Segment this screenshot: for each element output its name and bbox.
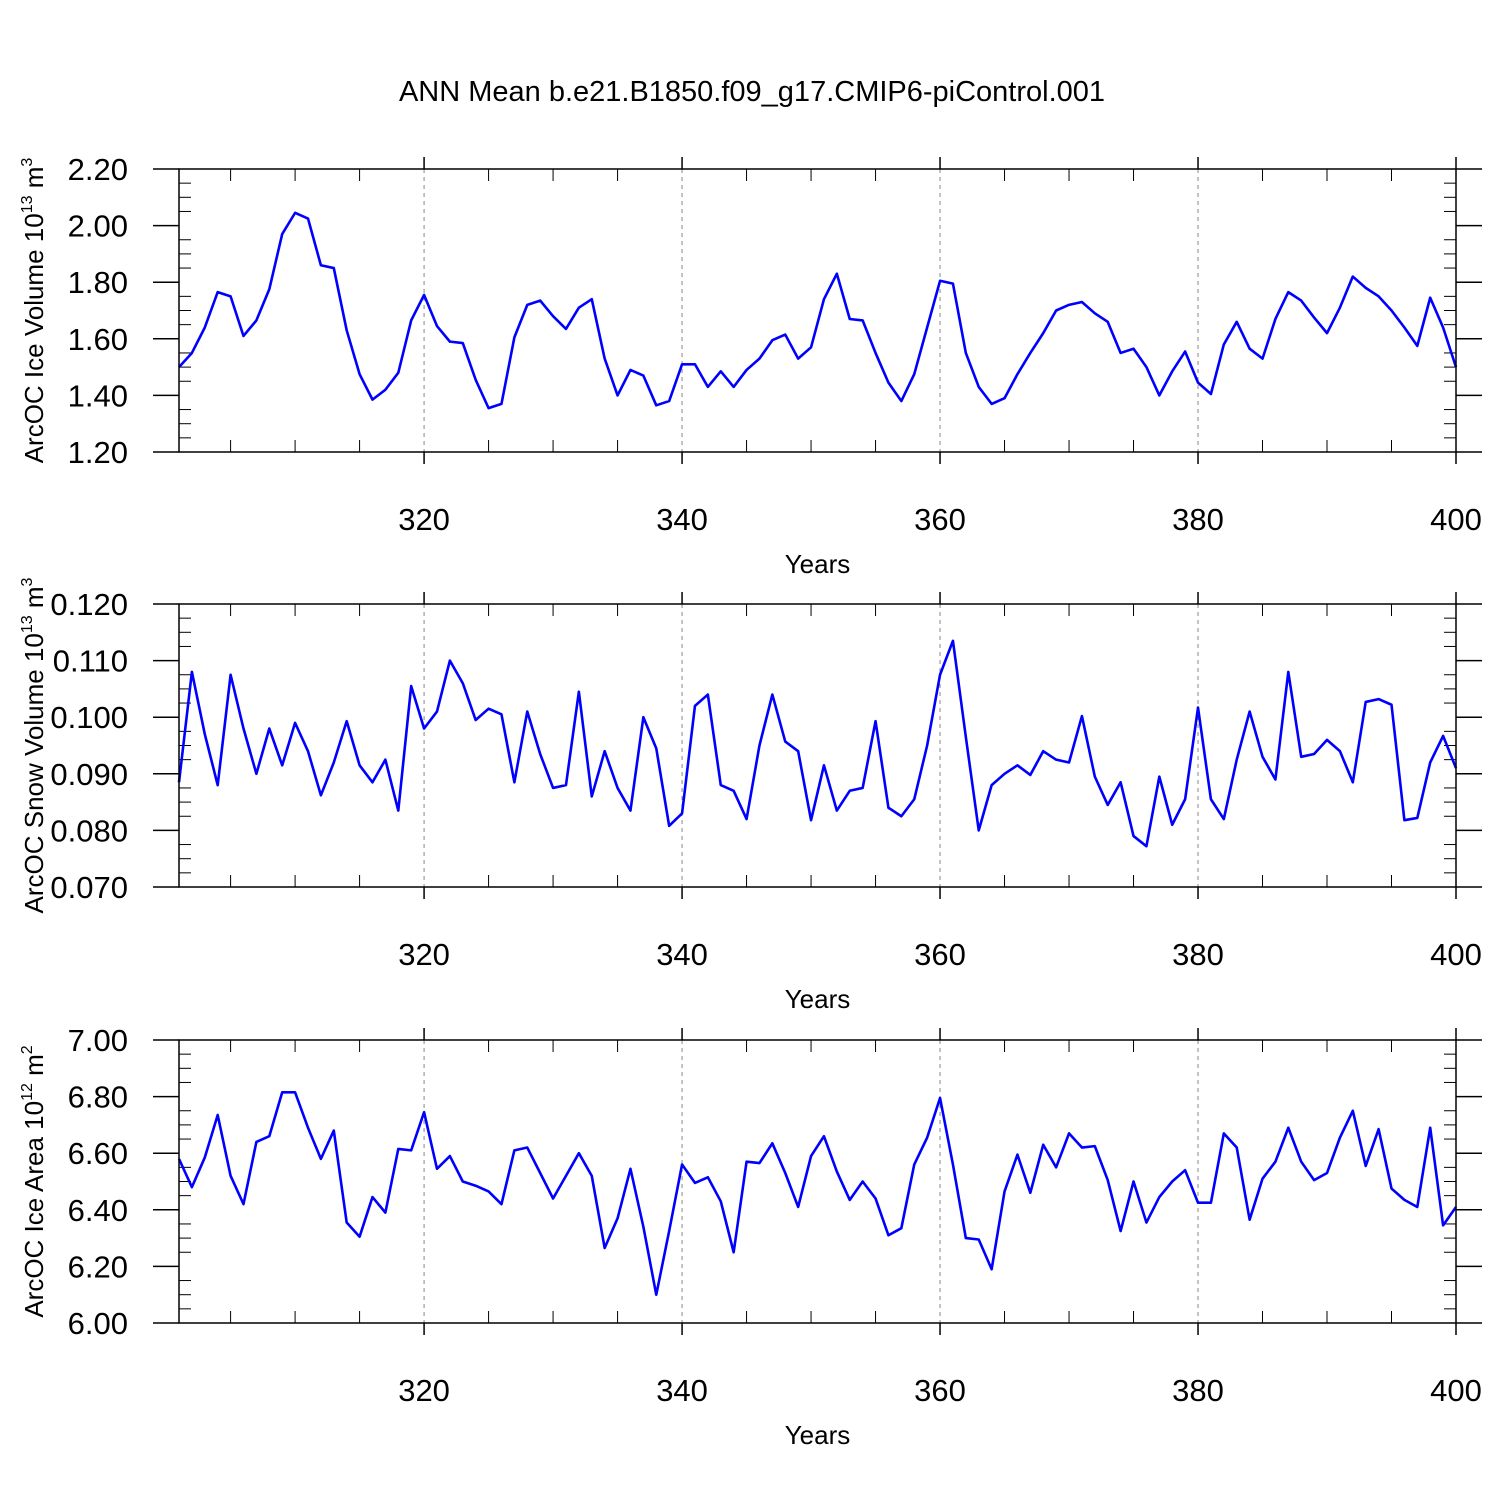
data-line xyxy=(177,639,1458,848)
x-tick-label: 400 xyxy=(1430,937,1482,972)
x-axis-label: Years xyxy=(785,1420,851,1450)
y-tick-label: 1.60 xyxy=(68,322,128,357)
y-axis-label: ArcOC Ice Volume 1013 m3 xyxy=(19,158,49,464)
figure-title: ANN Mean b.e21.B1850.f09_g17.CMIP6-piCon… xyxy=(399,76,1105,108)
y-tick-label: 6.20 xyxy=(68,1249,128,1284)
y-tick-label: 7.00 xyxy=(68,1023,128,1058)
x-tick-label: 400 xyxy=(1430,1373,1482,1408)
x-tick-label: 340 xyxy=(656,502,708,537)
y-tick-label: 0.070 xyxy=(50,870,128,905)
y-tick-label: 6.00 xyxy=(68,1306,128,1341)
y-tick-label: 1.20 xyxy=(68,435,128,470)
x-tick-label: 380 xyxy=(1172,937,1224,972)
y-tick-label: 0.110 xyxy=(53,644,128,679)
data-line xyxy=(178,211,1458,410)
y-tick-label: 0.120 xyxy=(50,587,128,622)
y-tick-label: 0.080 xyxy=(50,813,128,848)
y-tick-label: 6.40 xyxy=(68,1193,128,1228)
x-axis-label: Years xyxy=(785,984,851,1014)
y-axis-label: ArcOC Snow Volume 1013 m3 xyxy=(19,577,49,913)
x-tick-label: 340 xyxy=(656,1373,708,1408)
y-tick-label: 6.80 xyxy=(68,1080,128,1115)
y-tick-label: 2.00 xyxy=(68,209,128,244)
x-tick-label: 320 xyxy=(398,937,450,972)
x-tick-label: 360 xyxy=(914,502,966,537)
panel-3: 320 340 360 380 400 6.00 6.20 6.40 6.60 6.80 7.00 Y… xyxy=(19,1023,1482,1450)
x-tick-label: 320 xyxy=(398,502,450,537)
x-tick-label: 380 xyxy=(1172,1373,1224,1408)
data-line xyxy=(177,1091,1458,1296)
y-axis-label: ArcOC Ice Area 1012 m2 xyxy=(19,1045,49,1317)
y-tick-label: 0.090 xyxy=(50,757,128,792)
x-tick-label: 340 xyxy=(656,937,708,972)
panel-1: 320 340 360 380 400 1.20 1.40 1.60 1.80 2.00 2.20 Y… xyxy=(19,152,1482,579)
x-tick-label: 380 xyxy=(1172,502,1224,537)
y-tick-label: 6.60 xyxy=(68,1136,128,1171)
y-tick-label: 1.40 xyxy=(68,378,128,413)
x-tick-label: 360 xyxy=(914,1373,966,1408)
x-tick-label: 400 xyxy=(1430,502,1482,537)
plot-frame xyxy=(178,1039,1457,1324)
x-tick-label: 360 xyxy=(914,937,966,972)
x-axis-label: Years xyxy=(785,549,851,579)
panel-2: 320 340 360 380 400 0.070 0.080 0.090 0.100 0.110… xyxy=(19,577,1482,1014)
y-tick-label: 1.80 xyxy=(68,265,128,300)
y-tick-label: 2.20 xyxy=(68,152,128,187)
y-tick-label: 0.100 xyxy=(50,700,128,735)
x-tick-label: 320 xyxy=(398,1373,450,1408)
plot-frame xyxy=(178,603,1457,888)
plot-frame xyxy=(178,168,1457,453)
